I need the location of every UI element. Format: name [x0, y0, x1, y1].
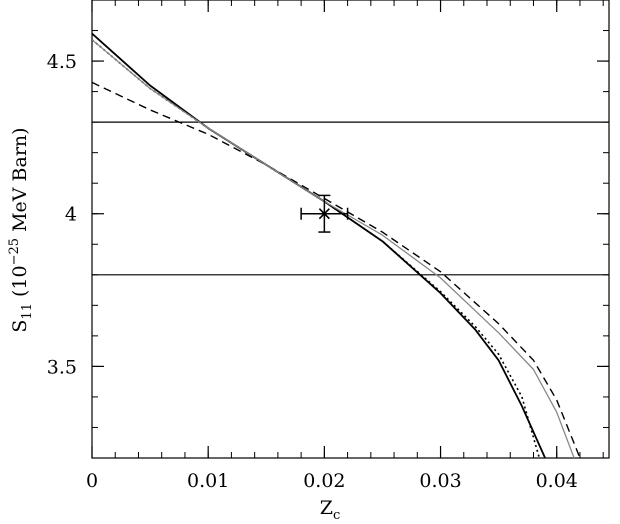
series-line-2 — [92, 39, 541, 458]
y-axis-title-unit: MeV Barn) — [9, 127, 31, 238]
series-line-3 — [92, 81, 581, 458]
series-line-1 — [92, 32, 546, 458]
y-axis-title: S11 (10−25 MeV Barn) — [7, 127, 35, 332]
x-tick-label: 0.03 — [419, 470, 461, 492]
tick-labels: 0 0.01 0.02 0.03 0.04 3.5 4 4.5 — [47, 51, 578, 492]
point-marker-b — [318, 208, 330, 220]
x-axis-title: Zc — [320, 497, 340, 523]
y-axis-title-sub: 11 — [20, 303, 35, 320]
x-axis-title-main: Z — [320, 497, 333, 519]
y-tick-label: 4.5 — [47, 51, 77, 73]
series-group — [92, 32, 581, 458]
y-axis-title-exp: −25 — [7, 238, 22, 265]
plot-frame — [91, 0, 610, 459]
series-line-4 — [92, 39, 575, 458]
x-tick-label: 0.04 — [536, 470, 578, 492]
x-tick-label: 0.02 — [303, 470, 345, 492]
y-axis-title-main: S — [9, 320, 31, 333]
measured-point — [300, 194, 349, 233]
reference-lines — [92, 121, 609, 276]
y-axis-title-mid: (10 — [9, 265, 31, 303]
axis-ticks — [91, 0, 609, 459]
y-tick-label: 3.5 — [47, 356, 77, 378]
y-tick-label: 4 — [65, 204, 77, 226]
x-tick-label: 0.01 — [187, 470, 229, 492]
x-tick-label: 0 — [86, 470, 98, 492]
x-axis-title-sub: c — [333, 508, 340, 523]
